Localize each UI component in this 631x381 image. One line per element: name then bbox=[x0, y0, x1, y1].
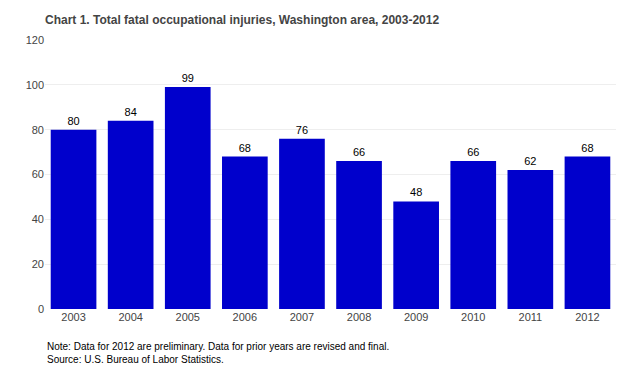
svg-text:66: 66 bbox=[467, 146, 479, 158]
svg-text:2003: 2003 bbox=[61, 311, 85, 323]
svg-text:84: 84 bbox=[125, 106, 137, 118]
svg-text:2005: 2005 bbox=[176, 311, 200, 323]
svg-text:2012: 2012 bbox=[575, 311, 599, 323]
svg-text:68: 68 bbox=[239, 142, 251, 154]
svg-text:2007: 2007 bbox=[290, 311, 314, 323]
svg-text:2008: 2008 bbox=[347, 311, 371, 323]
svg-text:40: 40 bbox=[32, 213, 44, 225]
svg-text:2004: 2004 bbox=[118, 311, 142, 323]
svg-text:2009: 2009 bbox=[404, 311, 428, 323]
svg-text:2010: 2010 bbox=[461, 311, 485, 323]
svg-text:2006: 2006 bbox=[233, 311, 257, 323]
svg-text:Note: Data for 2012 are prelim: Note: Data for 2012 are preliminary. Dat… bbox=[47, 341, 389, 365]
svg-text:100: 100 bbox=[26, 79, 44, 91]
svg-text:20: 20 bbox=[32, 258, 44, 270]
svg-text:68: 68 bbox=[581, 142, 593, 154]
svg-text:80: 80 bbox=[67, 115, 79, 127]
svg-text:76: 76 bbox=[296, 124, 308, 136]
svg-text:99: 99 bbox=[182, 72, 194, 84]
svg-text:0: 0 bbox=[38, 303, 44, 315]
svg-text:Chart 1. Total fatal occupatio: Chart 1. Total fatal occupational injuri… bbox=[45, 13, 439, 27]
svg-text:48: 48 bbox=[410, 186, 422, 198]
svg-text:80: 80 bbox=[32, 124, 44, 136]
svg-text:120: 120 bbox=[26, 34, 44, 46]
svg-text:60: 60 bbox=[32, 168, 44, 180]
svg-text:2011: 2011 bbox=[519, 311, 543, 323]
svg-text:62: 62 bbox=[524, 155, 536, 167]
svg-text:66: 66 bbox=[353, 146, 365, 158]
